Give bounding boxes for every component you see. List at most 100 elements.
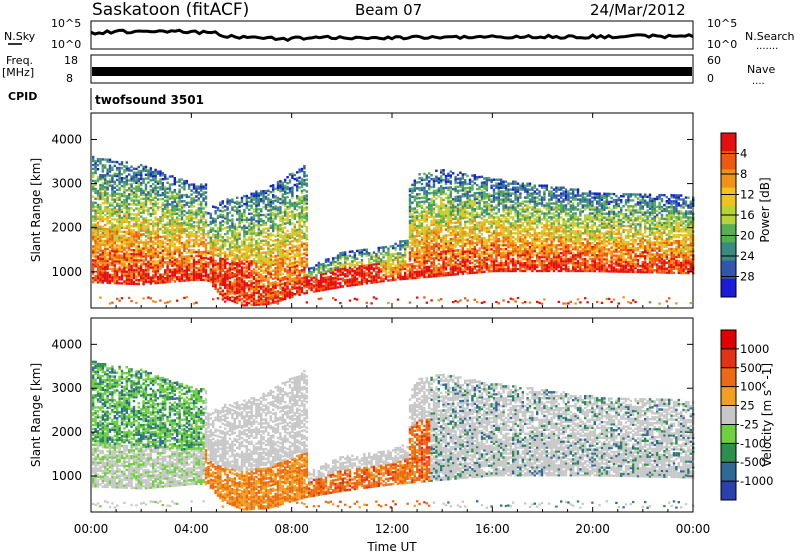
echo-cell	[140, 239, 143, 242]
echo-cell	[118, 278, 121, 281]
echo-cell	[430, 185, 433, 189]
echo-cell	[245, 274, 248, 277]
echo-cell	[125, 242, 128, 246]
echo-cell	[202, 252, 205, 256]
echo-cell	[204, 268, 208, 272]
echo-cell	[125, 260, 128, 263]
echo-cell	[168, 254, 172, 258]
echo-cell	[161, 188, 164, 191]
echo-cell	[120, 234, 124, 237]
echo-cell	[425, 265, 428, 269]
echo-cell	[120, 220, 124, 223]
echo-cell	[180, 277, 184, 280]
echo-cell	[108, 166, 112, 169]
echo-cell	[128, 240, 131, 244]
echo-cell	[192, 227, 196, 230]
echo-cell	[125, 252, 128, 255]
echo-cell	[135, 207, 138, 210]
echo-cell	[178, 194, 181, 197]
echo-cell	[152, 188, 155, 192]
echo-cell	[147, 213, 150, 216]
echo-cell	[106, 182, 109, 185]
echo-cell	[128, 266, 131, 269]
echo-cell	[190, 199, 193, 202]
echo-cell	[123, 268, 126, 271]
echo-cell	[176, 260, 179, 263]
echo-cell	[281, 272, 284, 276]
echo-cell	[202, 199, 205, 202]
echo-cell	[200, 187, 203, 190]
echo-cell	[298, 196, 301, 199]
echo-cell	[180, 212, 184, 215]
echo-cell	[197, 235, 200, 238]
echo-cell	[305, 289, 308, 293]
echo-cell	[128, 256, 131, 260]
echo-cell	[164, 237, 167, 240]
echo-cell	[118, 262, 121, 265]
echo-cell	[135, 245, 138, 248]
echo-cell	[420, 186, 424, 190]
echo-cell	[233, 298, 236, 301]
echo-cell	[178, 240, 181, 243]
echo-cell	[238, 201, 241, 204]
echo-cell	[195, 272, 198, 276]
echo-cell	[106, 227, 109, 231]
echo-cell	[101, 178, 104, 181]
echo-cell	[144, 177, 148, 180]
echo-cell	[293, 223, 296, 226]
echo-cell	[207, 257, 210, 261]
echo-cell	[197, 185, 200, 188]
echo-cell	[396, 252, 400, 255]
echo-cell	[94, 183, 97, 187]
echo-cell	[96, 160, 100, 163]
echo-cell	[180, 251, 184, 255]
echo-cell	[156, 249, 160, 253]
echo-cell	[96, 175, 100, 179]
echo-cell	[104, 213, 107, 217]
echo-cell	[104, 257, 107, 260]
echo-cell	[305, 234, 308, 237]
echo-cell	[111, 188, 114, 191]
echo-cell	[192, 270, 196, 274]
echo-cell	[164, 273, 167, 276]
echo-cell	[135, 221, 138, 224]
echo-cell	[120, 208, 124, 212]
echo-cell	[96, 267, 100, 270]
echo-cell	[111, 238, 114, 241]
echo-cell	[236, 297, 239, 300]
echo-cell	[118, 218, 121, 221]
echo-cell	[240, 204, 244, 208]
echo-cell	[192, 258, 196, 262]
echo-cell	[262, 283, 265, 286]
echo-cell	[132, 223, 136, 226]
echo-cell	[200, 183, 203, 186]
echo-cell	[106, 216, 109, 219]
echo-cell	[123, 246, 126, 249]
echo-cell	[214, 267, 217, 271]
echo-cell	[108, 182, 112, 185]
echo-cell	[176, 248, 179, 251]
echo-cell	[135, 219, 138, 222]
echo-cell	[180, 226, 184, 229]
echo-cell	[159, 241, 162, 245]
echo-cell	[111, 242, 114, 245]
echo-cell	[149, 238, 152, 242]
echo-cell	[416, 215, 419, 218]
echo-cell	[154, 230, 157, 233]
echo-cell	[120, 238, 124, 241]
echo-cell	[413, 179, 416, 182]
echo-cell	[164, 229, 167, 232]
echo-cell	[125, 195, 128, 198]
echo-cell	[96, 233, 100, 236]
echo-cell	[135, 239, 138, 242]
echo-cell	[437, 262, 440, 266]
echo-cell	[92, 171, 95, 175]
echo-cell	[159, 172, 162, 175]
echo-cell	[238, 209, 241, 212]
echo-cell	[149, 246, 152, 249]
echo-cell	[128, 187, 131, 190]
echo-cell	[156, 190, 160, 193]
echo-cell	[111, 236, 114, 239]
echo-cell	[147, 280, 150, 283]
echo-cell	[178, 200, 181, 203]
